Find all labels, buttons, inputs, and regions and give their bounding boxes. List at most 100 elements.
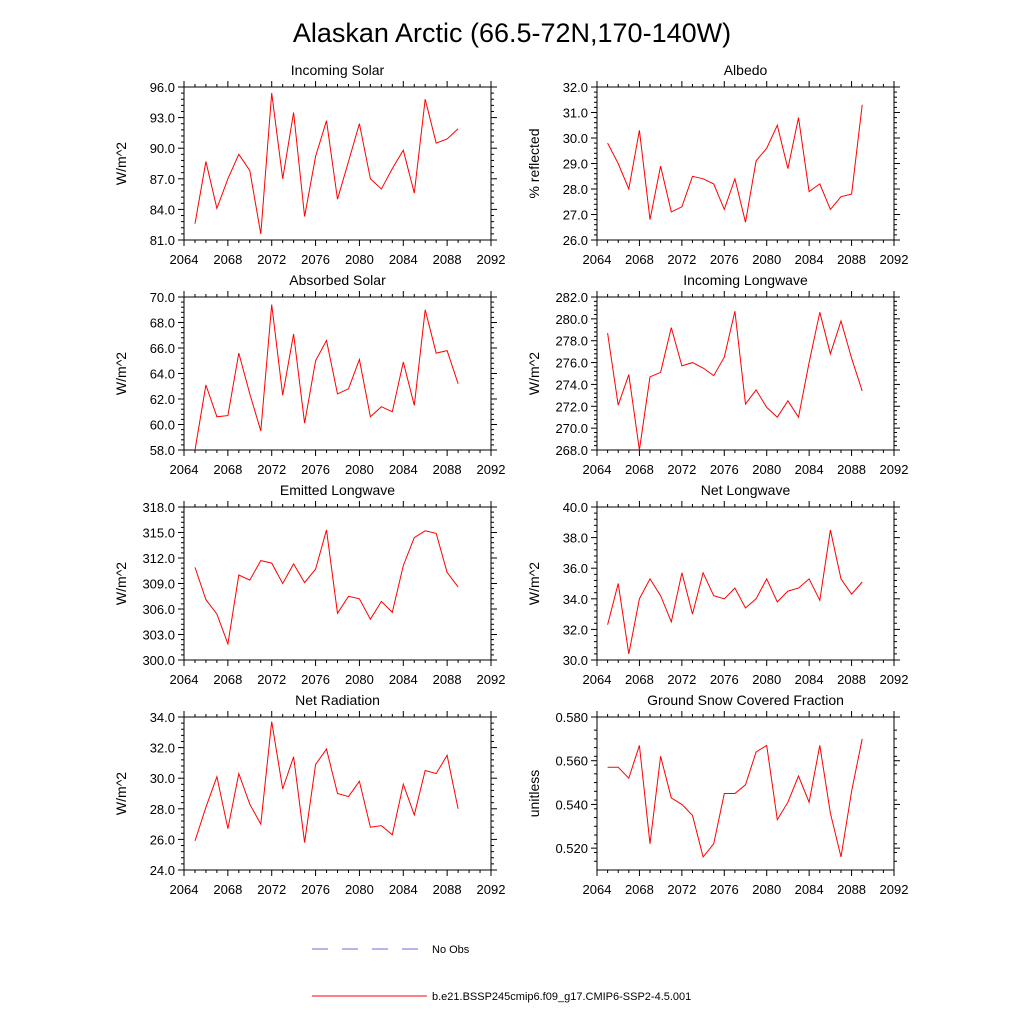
emitted-longwave-xtick-label: 2088 (433, 672, 462, 687)
emitted-longwave-title: Emitted Longwave (280, 482, 395, 498)
incoming-solar-xtick-label: 2080 (345, 252, 374, 267)
ground-snow-covered-fraction-xtick-label: 2076 (710, 882, 739, 897)
net-longwave-xtick-label: 2072 (667, 672, 696, 687)
ground-snow-covered-fraction-plot-frame (596, 716, 895, 871)
incoming-longwave-xtick-label: 2076 (710, 462, 739, 477)
albedo-ytick-label: 26.0 (563, 233, 588, 248)
albedo-xtick-label: 2068 (625, 252, 654, 267)
ground-snow-covered-fraction-xtick-label: 2080 (752, 882, 781, 897)
net-radiation-xtick-label: 2084 (389, 882, 418, 897)
albedo-plot-frame (596, 86, 895, 241)
incoming-solar-ytick-label: 96.0 (150, 80, 175, 95)
ground-snow-covered-fraction-ytick-label: 0.540 (555, 797, 588, 812)
albedo-ytick-label: 30.0 (563, 131, 588, 146)
incoming-solar-ytick-label: 90.0 (150, 141, 175, 156)
incoming-longwave-xtick-label: 2068 (625, 462, 654, 477)
emitted-longwave-xtick-label: 2092 (477, 672, 506, 687)
ground-snow-covered-fraction-ylabel: unitless (526, 770, 542, 817)
albedo-ytick-label: 29.0 (563, 157, 588, 172)
incoming-solar-plot-frame (183, 86, 492, 241)
emitted-longwave-ytick-label: 300.0 (142, 653, 175, 668)
net-longwave-ytick-label: 36.0 (563, 561, 588, 576)
incoming-solar-xtick-label: 2088 (433, 252, 462, 267)
net-radiation-xtick-label: 2080 (345, 882, 374, 897)
incoming-solar-ytick-label: 93.0 (150, 111, 175, 126)
albedo-xtick-label: 2088 (837, 252, 866, 267)
net-radiation-ytick-label: 24.0 (150, 863, 175, 878)
albedo-ytick-label: 27.0 (563, 208, 588, 223)
incoming-longwave-ytick-label: 268.0 (555, 443, 588, 458)
net-radiation-ytick-label: 26.0 (150, 832, 175, 847)
ground-snow-covered-fraction-title: Ground Snow Covered Fraction (647, 692, 844, 708)
panel-incoming-longwave: Incoming Longwave 2064 2068 2072 2076 2080 208… (526, 272, 908, 477)
net-longwave-ytick-label: 30.0 (563, 653, 588, 668)
emitted-longwave-ytick-label: 315.0 (142, 526, 175, 541)
net-longwave-xtick-label: 2084 (795, 672, 824, 687)
net-radiation-ytick-label: 32.0 (150, 741, 175, 756)
emitted-longwave-ytick-label: 309.0 (142, 577, 175, 592)
emitted-longwave-xtick-label: 2072 (257, 672, 286, 687)
net-longwave-series-line (607, 529, 863, 654)
incoming-longwave-xtick-label: 2064 (583, 462, 612, 477)
legend-no-obs-label: No Obs (432, 944, 470, 956)
incoming-longwave-xtick-label: 2084 (795, 462, 824, 477)
absorbed-solar-xtick-label: 2088 (433, 462, 462, 477)
net-longwave-xtick-label: 2088 (837, 672, 866, 687)
absorbed-solar-ytick-label: 68.0 (150, 316, 175, 331)
net-longwave-xtick-label: 2076 (710, 672, 739, 687)
incoming-longwave-plot-frame (596, 296, 895, 451)
absorbed-solar-title: Absorbed Solar (289, 272, 386, 288)
emitted-longwave-xtick-label: 2084 (389, 672, 418, 687)
panel-incoming-solar: Incoming Solar 2064 2068 2072 2076 2080 2084 20… (113, 62, 505, 267)
incoming-longwave-xtick-label: 2080 (752, 462, 781, 477)
albedo-ylabel: % reflected (526, 128, 542, 198)
incoming-longwave-ytick-label: 282.0 (555, 290, 588, 305)
net-radiation-xtick-label: 2072 (257, 882, 286, 897)
albedo-xtick-label: 2072 (667, 252, 696, 267)
incoming-solar-title: Incoming Solar (291, 62, 385, 78)
emitted-longwave-xtick-label: 2080 (345, 672, 374, 687)
net-longwave-ytick-label: 38.0 (563, 531, 588, 546)
incoming-longwave-ytick-label: 270.0 (555, 421, 588, 436)
albedo-title: Albedo (724, 62, 768, 78)
panel-emitted-longwave: Emitted Longwave 2064 2068 2072 2076 2080 2084… (113, 482, 505, 687)
absorbed-solar-ytick-label: 70.0 (150, 290, 175, 305)
panel-absorbed-solar: Absorbed Solar 2064 2068 2072 2076 2080 2084 20… (113, 272, 505, 477)
net-radiation-series-line (194, 721, 459, 843)
net-radiation-ylabel: W/m^2 (113, 772, 129, 815)
emitted-longwave-ytick-label: 312.0 (142, 551, 175, 566)
net-longwave-xtick-label: 2092 (880, 672, 909, 687)
absorbed-solar-ytick-label: 66.0 (150, 341, 175, 356)
incoming-longwave-ylabel: W/m^2 (526, 352, 542, 395)
ground-snow-covered-fraction-ytick-label: 0.560 (555, 754, 588, 769)
absorbed-solar-ytick-label: 64.0 (150, 367, 175, 382)
albedo-xtick-label: 2092 (880, 252, 909, 267)
incoming-longwave-xtick-label: 2092 (880, 462, 909, 477)
legend: No Obs b.e21.BSSP245cmip6.f09_g17.CMIP6-… (312, 944, 691, 1003)
incoming-solar-ylabel: W/m^2 (113, 142, 129, 185)
panel-ground-snow-covered-fraction: Ground Snow Covered Fraction 2064 2068 2072… (526, 692, 908, 897)
net-longwave-xtick-label: 2080 (752, 672, 781, 687)
net-radiation-xtick-label: 2068 (213, 882, 242, 897)
panel-net-radiation: Net Radiation 2064 2068 2072 2076 2080 2084 208… (113, 692, 505, 897)
net-longwave-ylabel: W/m^2 (526, 562, 542, 605)
net-radiation-xtick-label: 2076 (301, 882, 330, 897)
emitted-longwave-xtick-label: 2068 (213, 672, 242, 687)
incoming-longwave-xtick-label: 2088 (837, 462, 866, 477)
incoming-solar-xtick-label: 2072 (257, 252, 286, 267)
legend-model-label: b.e21.BSSP245cmip6.f09_g17.CMIP6-SSP2-4.… (432, 991, 691, 1003)
figure-title: Alaskan Arctic (66.5-72N,170-140W) (293, 18, 731, 48)
absorbed-solar-xtick-label: 2072 (257, 462, 286, 477)
ground-snow-covered-fraction-xtick-label: 2072 (667, 882, 696, 897)
incoming-longwave-ytick-label: 278.0 (555, 334, 588, 349)
albedo-ytick-label: 31.0 (563, 106, 588, 121)
ground-snow-covered-fraction-xtick-label: 2092 (880, 882, 909, 897)
absorbed-solar-ytick-label: 58.0 (150, 443, 175, 458)
incoming-solar-xtick-label: 2084 (389, 252, 418, 267)
albedo-ytick-label: 28.0 (563, 182, 588, 197)
albedo-ytick-label: 32.0 (563, 80, 588, 95)
ground-snow-covered-fraction-xtick-label: 2088 (837, 882, 866, 897)
ground-snow-covered-fraction-xtick-label: 2064 (583, 882, 612, 897)
absorbed-solar-ylabel: W/m^2 (113, 352, 129, 395)
albedo-xtick-label: 2080 (752, 252, 781, 267)
